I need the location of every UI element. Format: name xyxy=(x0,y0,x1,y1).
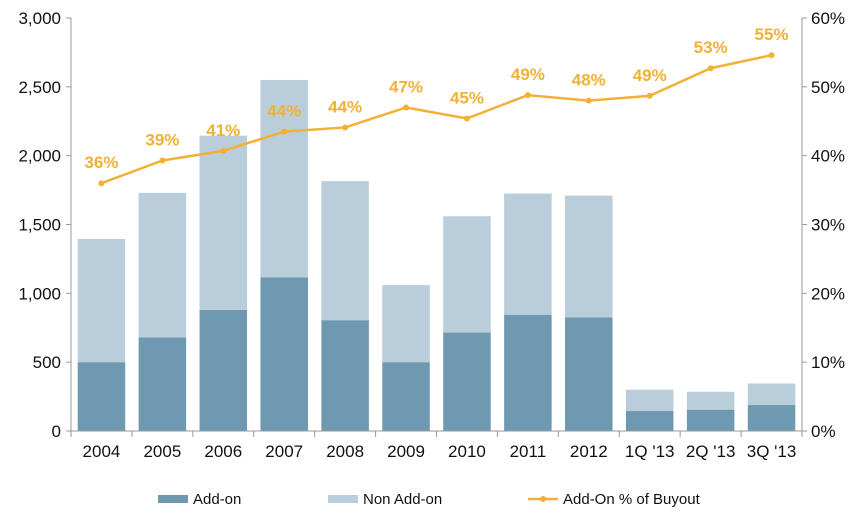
bar-non-add-on-3 xyxy=(260,79,308,278)
x-tick-label-10: 2Q '13 xyxy=(686,442,736,461)
bar-non-add-on-9 xyxy=(625,389,674,412)
add-on-pct-point-9 xyxy=(646,92,653,99)
bar-add-on-3 xyxy=(260,277,308,431)
x-tick-label-11: 3Q '13 xyxy=(747,442,797,461)
bar-add-on-10 xyxy=(686,409,735,431)
right-tick-label-2: 20% xyxy=(811,284,845,303)
add-on-pct-line xyxy=(101,53,772,185)
add-on-pct-label-3: 44% xyxy=(267,102,301,121)
right-tick-label-6: 60% xyxy=(811,9,845,28)
legend-label-add-on: Add-on xyxy=(193,491,241,508)
bar-add-on-11 xyxy=(747,404,796,431)
add-on-pct-point-3 xyxy=(281,128,288,135)
bar-add-on-7 xyxy=(504,314,552,431)
x-tick-label-0: 2004 xyxy=(83,442,121,461)
add-on-pct-label-9: 49% xyxy=(633,66,667,85)
bar-non-add-on-4 xyxy=(321,181,369,321)
bar-non-add-on-6 xyxy=(443,216,491,333)
left-tick-label-0: 0 xyxy=(52,422,61,441)
bar-add-on-0 xyxy=(77,362,126,431)
x-tick-label-4: 2008 xyxy=(326,442,364,461)
left-tick-label-2: 1,000 xyxy=(18,284,61,303)
add-on-pct-point-5 xyxy=(403,104,410,111)
right-tick-label-5: 50% xyxy=(811,78,845,97)
add-on-pct-point-4 xyxy=(342,124,349,131)
legend-label-non-add-on: Non Add-on xyxy=(363,491,442,508)
bar-add-on-6 xyxy=(443,332,491,431)
add-on-pct-label-7: 49% xyxy=(511,65,545,84)
bar-add-on-2 xyxy=(199,309,248,431)
add-on-pct-point-8 xyxy=(585,97,592,104)
left-tick-label-4: 2,000 xyxy=(18,147,61,166)
add-on-pct-point-0 xyxy=(98,180,105,187)
bar-non-add-on-2 xyxy=(199,135,248,310)
add-on-pct-label-10: 53% xyxy=(694,38,728,57)
bar-add-on-9 xyxy=(625,411,674,431)
x-tick-label-9: 1Q '13 xyxy=(625,442,675,461)
left-tick-label-3: 1,500 xyxy=(18,216,61,235)
add-on-pct-label-1: 39% xyxy=(145,130,179,149)
x-tick-label-6: 2010 xyxy=(448,442,486,461)
legend-swatch-non-add-on xyxy=(328,495,358,503)
add-on-pct-point-7 xyxy=(524,92,531,99)
x-tick-label-2: 2006 xyxy=(204,442,242,461)
left-tick-label-6: 3,000 xyxy=(18,9,61,28)
add-on-pct-label-11: 55% xyxy=(755,25,789,44)
add-on-pct-label-4: 44% xyxy=(328,97,362,116)
add-on-pct-point-6 xyxy=(463,115,470,122)
bar-add-on-4 xyxy=(321,320,369,431)
legend-swatch-add-on xyxy=(158,495,188,503)
legend-label-add-on-pct: Add-On % of Buyout xyxy=(563,491,701,508)
x-tick-label-5: 2009 xyxy=(387,442,425,461)
bar-non-add-on-5 xyxy=(382,285,430,363)
add-on-pct-label-5: 47% xyxy=(389,77,423,96)
bar-non-add-on-8 xyxy=(565,195,613,318)
add-on-pct-point-1 xyxy=(159,157,166,164)
add-on-pct-label-8: 48% xyxy=(572,71,606,90)
right-tick-label-3: 30% xyxy=(811,216,845,235)
right-tick-label-0: 0% xyxy=(811,422,836,441)
bar-non-add-on-10 xyxy=(686,391,735,410)
add-on-pct-label-2: 41% xyxy=(206,121,240,140)
bar-non-add-on-11 xyxy=(747,383,796,405)
x-tick-label-1: 2005 xyxy=(143,442,181,461)
add-on-pct-label-0: 36% xyxy=(84,153,118,172)
add-on-pct-label-6: 45% xyxy=(450,88,484,107)
legend-marker-add-on-pct xyxy=(540,496,546,502)
left-tick-label-1: 500 xyxy=(33,353,61,372)
bar-add-on-1 xyxy=(138,337,187,431)
x-tick-label-7: 2011 xyxy=(510,442,547,461)
bar-add-on-5 xyxy=(382,362,430,431)
left-tick-label-5: 2,500 xyxy=(18,78,61,97)
add-on-pct-point-2 xyxy=(220,147,227,154)
bar-non-add-on-7 xyxy=(504,193,552,315)
bar-non-add-on-1 xyxy=(138,192,187,338)
add-on-pct-point-10 xyxy=(707,65,714,72)
x-tick-label-3: 2007 xyxy=(265,442,303,461)
add-on-pct-point-11 xyxy=(768,52,775,59)
bar-non-add-on-0 xyxy=(77,238,126,363)
right-tick-label-1: 10% xyxy=(811,353,845,372)
bar-add-on-8 xyxy=(565,317,613,431)
x-tick-label-8: 2012 xyxy=(570,442,608,461)
right-tick-label-4: 40% xyxy=(811,147,845,166)
